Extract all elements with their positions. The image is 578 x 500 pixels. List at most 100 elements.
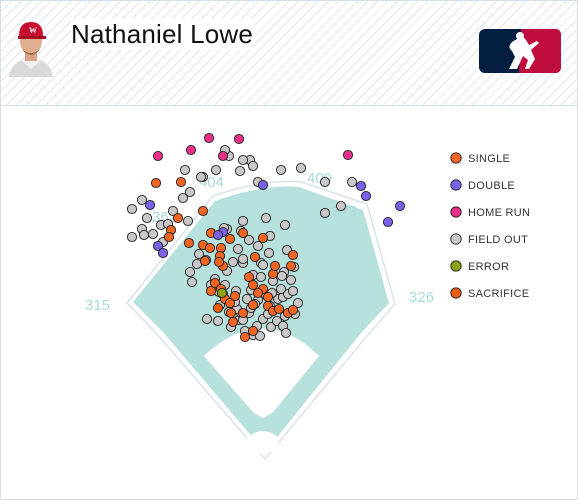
hit-point-field-out[interactable]	[275, 164, 287, 176]
hit-point-home-run[interactable]	[203, 132, 215, 144]
hit-point-single[interactable]	[224, 297, 236, 309]
hit-point-single[interactable]	[262, 291, 274, 303]
hit-point-field-out[interactable]	[287, 285, 299, 297]
hit-point-field-out[interactable]	[263, 247, 275, 259]
hit-point-single[interactable]	[175, 176, 187, 188]
hit-point-field-out[interactable]	[243, 234, 255, 246]
hit-point-field-out[interactable]	[285, 274, 297, 286]
hit-point-field-out[interactable]	[234, 165, 246, 177]
hit-point-field-out[interactable]	[126, 231, 138, 243]
hit-point-field-out[interactable]	[126, 203, 138, 215]
hit-point-error[interactable]	[216, 287, 228, 299]
hit-point-double[interactable]	[382, 216, 394, 228]
hit-point-field-out[interactable]	[346, 176, 358, 188]
hit-point-double[interactable]	[257, 179, 269, 191]
hit-point-single[interactable]	[243, 271, 255, 283]
hit-point-field-out[interactable]	[265, 321, 277, 333]
hit-point-field-out[interactable]	[252, 240, 264, 252]
hit-point-field-out[interactable]	[201, 313, 213, 325]
hit-point-double[interactable]	[157, 247, 169, 259]
legend-label-double: DOUBLE	[468, 180, 515, 192]
hit-point-home-run[interactable]	[342, 149, 354, 161]
hit-point-field-out[interactable]	[182, 215, 194, 227]
hit-point-field-out[interactable]	[237, 215, 249, 227]
hit-point-single[interactable]	[199, 255, 211, 267]
hit-point-single[interactable]	[197, 205, 209, 217]
hit-point-single[interactable]	[287, 304, 299, 316]
hit-point-field-out[interactable]	[179, 164, 191, 176]
hit-point-field-out[interactable]	[254, 330, 266, 342]
hit-point-double[interactable]	[360, 190, 372, 202]
hit-point-single[interactable]	[237, 227, 249, 239]
hit-point-field-out[interactable]	[241, 293, 253, 305]
hit-point-single[interactable]	[163, 231, 175, 243]
hit-point-single[interactable]	[172, 212, 184, 224]
hit-point-field-out[interactable]	[257, 259, 269, 271]
hit-point-field-out[interactable]	[184, 186, 196, 198]
legend-swatch-error	[450, 260, 462, 272]
hit-point-field-out[interactable]	[276, 270, 288, 282]
hit-point-field-out[interactable]	[212, 315, 224, 327]
legend-swatch-field-out	[450, 233, 462, 245]
hit-point-field-out[interactable]	[177, 192, 189, 204]
hit-point-field-out[interactable]	[237, 154, 249, 166]
hit-point-field-out[interactable]	[195, 171, 207, 183]
hit-point-field-out[interactable]	[319, 207, 331, 219]
hit-point-single[interactable]	[209, 277, 221, 289]
hit-point-single[interactable]	[183, 237, 195, 249]
hit-point-double[interactable]	[212, 229, 224, 241]
hit-point-field-out[interactable]	[147, 228, 159, 240]
hit-point-single[interactable]	[150, 177, 162, 189]
hit-point-home-run[interactable]	[185, 144, 197, 156]
hit-point-home-run[interactable]	[233, 133, 245, 145]
hit-point-field-out[interactable]	[227, 256, 239, 268]
hit-point-field-out[interactable]	[275, 283, 287, 295]
hit-point-field-out[interactable]	[292, 297, 304, 309]
hit-point-single[interactable]	[269, 260, 281, 272]
hit-point-single[interactable]	[249, 251, 261, 263]
hit-point-single[interactable]	[257, 232, 269, 244]
hit-point-single[interactable]	[287, 249, 299, 261]
hit-point-field-out[interactable]	[138, 229, 150, 241]
hit-point-single[interactable]	[204, 242, 216, 254]
hit-point-single[interactable]	[247, 299, 259, 311]
hit-point-field-out[interactable]	[136, 194, 148, 206]
hit-point-field-out[interactable]	[279, 219, 291, 231]
hit-point-field-out[interactable]	[319, 176, 331, 188]
hit-point-single[interactable]	[285, 260, 297, 272]
hit-point-single[interactable]	[205, 285, 217, 297]
hit-point-single[interactable]	[247, 279, 259, 291]
hit-point-double[interactable]	[355, 180, 367, 192]
hit-point-field-out[interactable]	[295, 162, 307, 174]
hit-point-field-out[interactable]	[280, 327, 292, 339]
legend-label-error: ERROR	[468, 261, 509, 273]
hit-point-field-out[interactable]	[193, 248, 205, 260]
hit-point-field-out[interactable]	[232, 243, 244, 255]
hit-point-double[interactable]	[394, 200, 406, 212]
hit-point-single[interactable]	[239, 331, 251, 343]
hit-point-field-out[interactable]	[167, 205, 179, 217]
hit-point-field-out[interactable]	[247, 160, 259, 172]
hit-point-single[interactable]	[247, 325, 259, 337]
hit-point-field-out[interactable]	[210, 164, 222, 176]
hit-point-field-out[interactable]	[141, 212, 153, 224]
hit-point-double[interactable]	[152, 240, 164, 252]
hit-point-field-out[interactable]	[184, 266, 196, 278]
hit-point-field-out[interactable]	[255, 271, 267, 283]
hit-point-single[interactable]	[229, 290, 241, 302]
hit-point-single[interactable]	[225, 307, 237, 319]
hit-point-field-out[interactable]	[237, 253, 249, 265]
hit-point-single[interactable]	[213, 256, 225, 268]
hit-point-single[interactable]	[252, 287, 264, 299]
hit-point-field-out[interactable]	[335, 200, 347, 212]
hit-point-single[interactable]	[273, 303, 285, 315]
hit-point-field-out[interactable]	[186, 276, 198, 288]
hit-point-double[interactable]	[144, 199, 156, 211]
hit-point-home-run[interactable]	[217, 150, 229, 162]
hit-point-field-out[interactable]	[260, 212, 272, 224]
hit-point-single[interactable]	[227, 316, 239, 328]
hit-point-single[interactable]	[237, 307, 249, 319]
hit-point-single[interactable]	[224, 233, 236, 245]
hit-point-home-run[interactable]	[152, 150, 164, 162]
hit-point-sacrifice[interactable]	[212, 302, 224, 314]
